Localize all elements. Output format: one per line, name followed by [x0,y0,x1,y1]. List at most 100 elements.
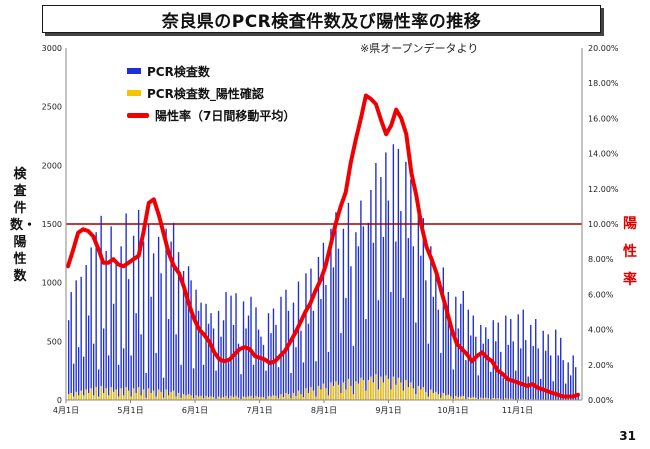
positives-bar [320,389,322,400]
positives-bar [215,398,217,400]
rate-line [66,93,580,399]
tests-bar [95,232,97,400]
tests-bar [300,330,302,400]
positives-bar [102,392,105,400]
tests-bar [155,353,157,400]
positives-bar [482,398,484,400]
positives-bar [252,398,255,400]
tests-bar [362,226,365,400]
tests-bar [530,324,532,400]
rate-line-group [66,93,580,399]
tests-bar [175,334,177,400]
legend-item-positives: PCR検査数_陽性確認 [127,82,295,104]
left-tick-label: 3000 [42,44,62,53]
positives-bar [457,397,459,400]
positives-bar [77,395,80,400]
tests-bar [195,289,197,400]
tests-bar [440,353,442,400]
positives-bar [170,391,172,400]
positives-bar [282,397,285,400]
positives-bar [387,378,390,400]
legend-label-rate: 陽性率（7日間移動平均） [155,108,296,123]
positives-bar [377,389,380,400]
left-tick-label: 2000 [42,161,62,170]
tests-bar [330,228,332,400]
positives-bar [327,395,330,400]
positives-bar [462,395,464,400]
positives-bar [125,387,127,400]
positives-bar [257,397,260,400]
tests-bar [97,369,100,400]
tests-bar [172,222,175,400]
positives-bar [140,395,142,400]
tests-bar [532,346,534,400]
tests-bar [335,212,337,400]
right-tick-label: 6.00% [588,290,614,299]
tests-bar [505,315,507,400]
right-tick-label: 12.00% [588,185,619,194]
tests-bar [152,253,155,400]
left-tick-label: 2500 [42,103,62,112]
tests-bar [260,336,262,400]
tests-bar [320,299,322,400]
positives-bar [172,390,175,400]
positives-bar [290,398,292,400]
tests-bar [437,309,440,400]
positives-bar [507,398,509,400]
right-tick-label: 2.00% [588,361,614,370]
tests-bar [285,289,287,400]
left-axis-label: 検査件数・陽性数 [10,167,37,284]
tests-bar [340,333,342,400]
source-note: ※県オープンデータより [360,42,479,55]
tests-bar [542,330,544,400]
tests-bar [387,200,390,400]
legend-swatch-tests [127,68,141,74]
positives-bar [185,395,187,400]
positives-bar [295,395,297,400]
right-tick-label: 18.00% [588,79,619,88]
tests-bar [87,315,90,400]
tests-bar [470,335,472,400]
positives-bar [180,397,182,400]
tests-bar [565,383,567,400]
positives-bar [92,395,95,400]
positives-bar [132,388,135,400]
tests-bar [282,351,285,400]
tests-bar [490,371,492,400]
positives-bar [157,389,160,400]
right-tick-label: 0.00% [588,396,614,405]
tests-bar [305,273,307,400]
right-tick-label: 20.00% [588,44,619,53]
positives-bar [390,389,392,400]
positives-bar [495,398,497,400]
tests-bar [272,308,275,400]
right-axis-label: 陽性率 [623,216,637,288]
positives-bar [447,394,450,400]
positives-bar [205,395,207,400]
positives-bar [152,390,155,400]
positives-bar [432,392,435,400]
positives-bar [410,382,412,400]
positives-bar [340,392,342,400]
x-tick-label: 8月1日 [311,406,337,415]
positives-bar [112,391,115,400]
positives-bar [135,392,137,400]
tests-bar [370,189,372,400]
tests-bar [140,334,142,400]
tests-bar [280,296,282,400]
positives-bar [162,397,165,400]
tests-bar [550,355,552,400]
positives-bar [82,395,85,400]
positives-bar [435,391,437,400]
positives-bar [245,397,247,400]
positives-bar [75,391,77,400]
tests-bar [432,296,435,400]
tests-bar [245,328,247,400]
positives-bar [452,398,454,400]
tests-bar [252,364,255,400]
positives-bar [285,392,287,400]
tests-bar [462,290,464,400]
tests-bar [477,375,479,400]
positives-bar [332,385,335,400]
tests-bar [400,211,402,400]
